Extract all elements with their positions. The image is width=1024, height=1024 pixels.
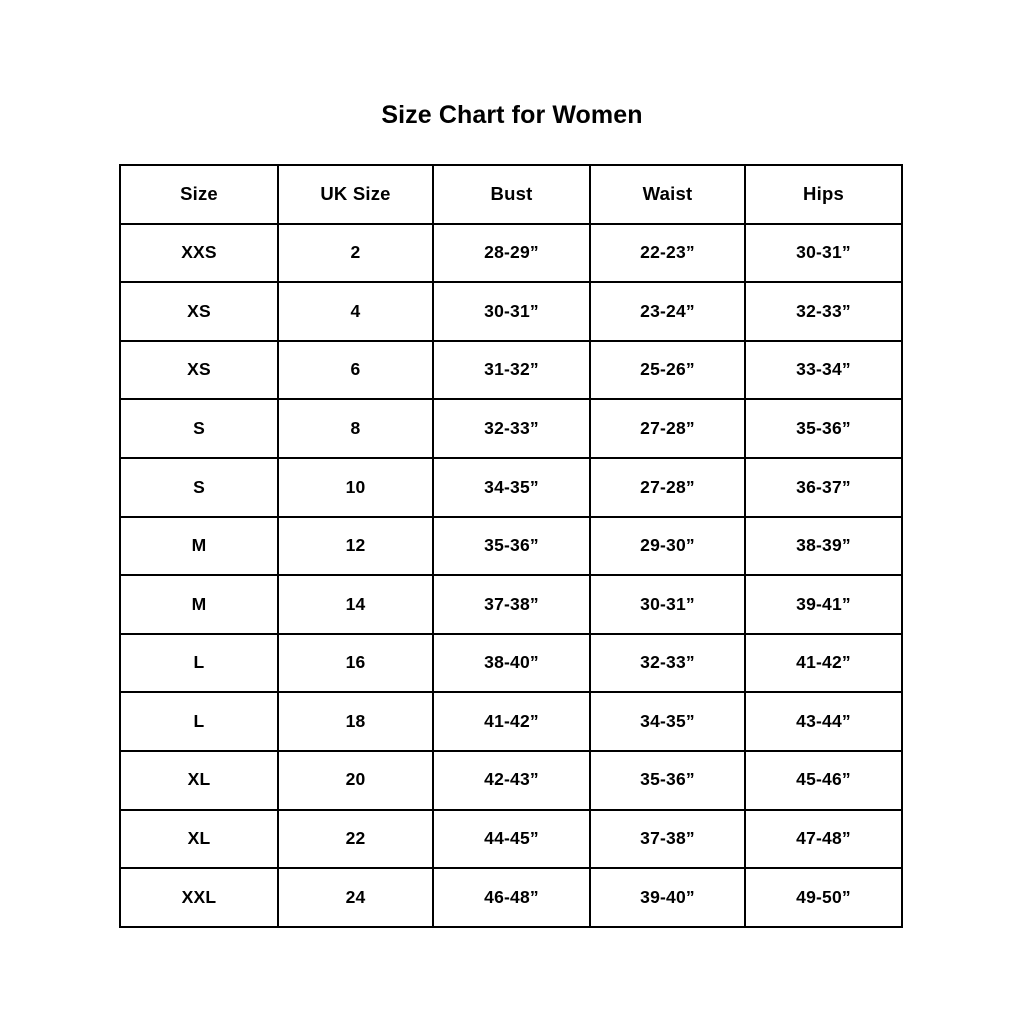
waist-cell: 23-24” bbox=[589, 281, 746, 342]
uk-size-cell: 4 bbox=[277, 281, 434, 342]
size-cell: XS bbox=[119, 281, 279, 342]
waist-cell: 34-35” bbox=[589, 691, 746, 752]
table-row: M 12 35-36” 29-30” 38-39” bbox=[119, 515, 903, 577]
uk-size-cell: 14 bbox=[277, 574, 434, 635]
waist-cell: 27-28” bbox=[589, 398, 746, 459]
table-row: L 16 38-40” 32-33” 41-42” bbox=[119, 632, 903, 694]
waist-cell: 27-28” bbox=[589, 456, 746, 518]
column-header-size: Size bbox=[119, 164, 279, 225]
waist-cell: 32-33” bbox=[589, 632, 746, 694]
table-row: XS 6 31-32” 25-26” 33-34” bbox=[119, 339, 903, 401]
size-cell: M bbox=[119, 515, 279, 577]
bust-cell: 41-42” bbox=[432, 691, 591, 752]
hips-cell: 35-36” bbox=[744, 398, 903, 459]
uk-size-cell: 8 bbox=[277, 398, 434, 459]
hips-cell: 49-50” bbox=[744, 867, 903, 928]
column-header-hips: Hips bbox=[744, 164, 903, 225]
waist-cell: 25-26” bbox=[589, 339, 746, 401]
size-cell: XL bbox=[119, 808, 279, 870]
uk-size-cell: 24 bbox=[277, 867, 434, 928]
table-row: XS 4 30-31” 23-24” 32-33” bbox=[119, 281, 903, 342]
hips-cell: 32-33” bbox=[744, 281, 903, 342]
table-row: S 10 34-35” 27-28” 36-37” bbox=[119, 456, 903, 518]
bust-cell: 46-48” bbox=[432, 867, 591, 928]
bust-cell: 31-32” bbox=[432, 339, 591, 401]
uk-size-cell: 2 bbox=[277, 222, 434, 284]
bust-cell: 44-45” bbox=[432, 808, 591, 870]
size-cell: M bbox=[119, 574, 279, 635]
bust-cell: 28-29” bbox=[432, 222, 591, 284]
bust-cell: 38-40” bbox=[432, 632, 591, 694]
bust-cell: 35-36” bbox=[432, 515, 591, 577]
uk-size-cell: 20 bbox=[277, 749, 434, 811]
table-header: Size UK Size Bust Waist Hips bbox=[119, 164, 903, 225]
table-row: M 14 37-38” 30-31” 39-41” bbox=[119, 574, 903, 635]
column-header-uk-size: UK Size bbox=[277, 164, 434, 225]
hips-cell: 47-48” bbox=[744, 808, 903, 870]
table-row: S 8 32-33” 27-28” 35-36” bbox=[119, 398, 903, 459]
size-cell: XXS bbox=[119, 222, 279, 284]
table-row: XL 22 44-45” 37-38” 47-48” bbox=[119, 808, 903, 870]
size-cell: XL bbox=[119, 749, 279, 811]
hips-cell: 45-46” bbox=[744, 749, 903, 811]
waist-cell: 35-36” bbox=[589, 749, 746, 811]
size-cell: L bbox=[119, 691, 279, 752]
table-row: L 18 41-42” 34-35” 43-44” bbox=[119, 691, 903, 752]
size-cell: S bbox=[119, 398, 279, 459]
hips-cell: 41-42” bbox=[744, 632, 903, 694]
hips-cell: 38-39” bbox=[744, 515, 903, 577]
uk-size-cell: 22 bbox=[277, 808, 434, 870]
hips-cell: 33-34” bbox=[744, 339, 903, 401]
uk-size-cell: 12 bbox=[277, 515, 434, 577]
size-cell: XS bbox=[119, 339, 279, 401]
uk-size-cell: 6 bbox=[277, 339, 434, 401]
size-table-container: Size UK Size Bust Waist Hips XXS 2 28-29” 2… bbox=[119, 164, 903, 928]
size-chart-table: Size UK Size Bust Waist Hips XXS 2 28-29” 2… bbox=[119, 164, 903, 928]
waist-cell: 37-38” bbox=[589, 808, 746, 870]
table-header-row: Size UK Size Bust Waist Hips bbox=[119, 164, 903, 225]
hips-cell: 43-44” bbox=[744, 691, 903, 752]
table-row: XL 20 42-43” 35-36” 45-46” bbox=[119, 749, 903, 811]
bust-cell: 30-31” bbox=[432, 281, 591, 342]
bust-cell: 32-33” bbox=[432, 398, 591, 459]
uk-size-cell: 16 bbox=[277, 632, 434, 694]
table-row: XXL 24 46-48” 39-40” 49-50” bbox=[119, 867, 903, 928]
column-header-bust: Bust bbox=[432, 164, 591, 225]
waist-cell: 39-40” bbox=[589, 867, 746, 928]
page-title: Size Chart for Women bbox=[381, 101, 643, 129]
size-cell: XXL bbox=[119, 867, 279, 928]
waist-cell: 22-23” bbox=[589, 222, 746, 284]
size-cell: L bbox=[119, 632, 279, 694]
uk-size-cell: 10 bbox=[277, 456, 434, 518]
hips-cell: 36-37” bbox=[744, 456, 903, 518]
bust-cell: 37-38” bbox=[432, 574, 591, 635]
waist-cell: 29-30” bbox=[589, 515, 746, 577]
table-row: XXS 2 28-29” 22-23” 30-31” bbox=[119, 222, 903, 284]
size-cell: S bbox=[119, 456, 279, 518]
uk-size-cell: 18 bbox=[277, 691, 434, 752]
bust-cell: 42-43” bbox=[432, 749, 591, 811]
waist-cell: 30-31” bbox=[589, 574, 746, 635]
bust-cell: 34-35” bbox=[432, 456, 591, 518]
hips-cell: 39-41” bbox=[744, 574, 903, 635]
hips-cell: 30-31” bbox=[744, 222, 903, 284]
column-header-waist: Waist bbox=[589, 164, 746, 225]
table-body: XXS 2 28-29” 22-23” 30-31” XS 4 30-31” 23-24” 32-… bbox=[119, 222, 903, 928]
